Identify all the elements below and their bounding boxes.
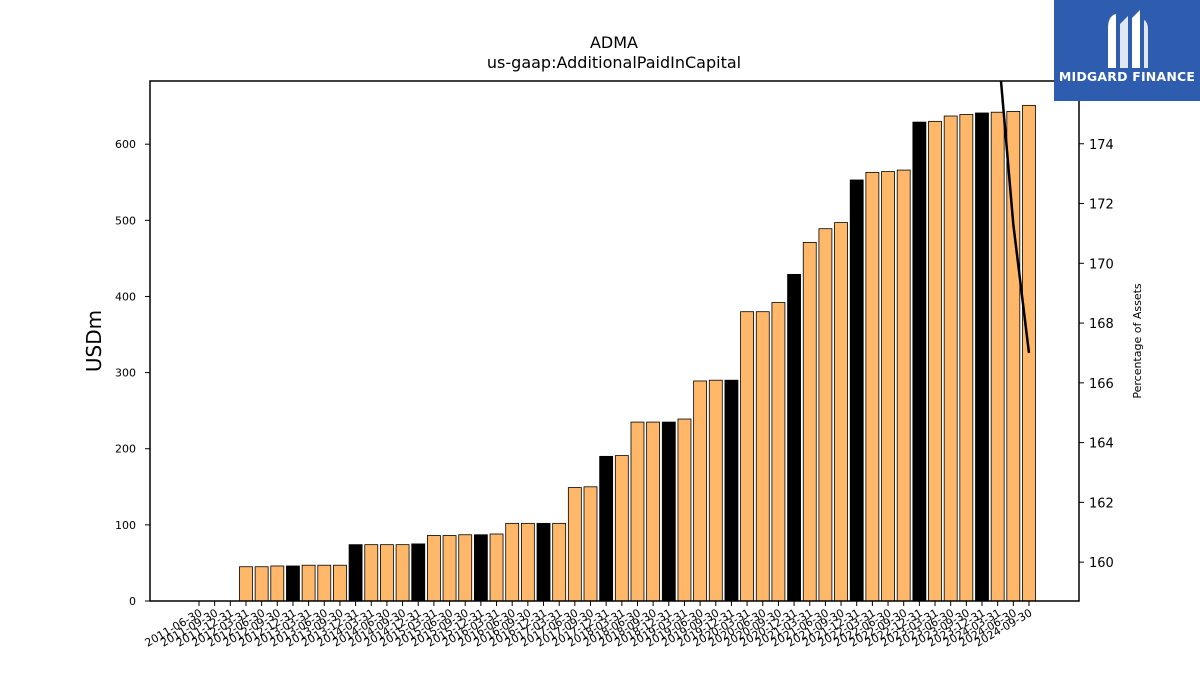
bar-2016-09-30 — [520, 522, 535, 602]
bar-2022-03-31 — [865, 171, 880, 602]
left-tick-label: 400 — [115, 290, 136, 303]
left-tick-label: 600 — [115, 138, 136, 151]
right-tick-label: 162 — [1089, 496, 1114, 511]
bar-2015-09-30 — [458, 534, 473, 602]
bar-2024-03-31 — [990, 111, 1005, 602]
bar-2020-03-31 — [740, 311, 754, 602]
bar-2020-06-30 — [755, 311, 770, 602]
bar-2013-12-31 — [348, 544, 363, 602]
bar-2014-06-30 — [380, 544, 394, 602]
bar-2021-03-31 — [802, 242, 817, 602]
bar-2022-09-30 — [896, 169, 911, 602]
bar-2019-12-31 — [724, 379, 739, 602]
bar-2015-03-31 — [426, 535, 441, 602]
bar-2019-09-30 — [708, 379, 723, 602]
left-tick-label: 100 — [115, 519, 136, 532]
bar-2014-03-31 — [364, 544, 379, 602]
bar-2017-12-31 — [599, 455, 614, 602]
bar-2016-03-31 — [489, 533, 504, 602]
bar-2023-06-30 — [943, 115, 958, 602]
bar-2018-03-31 — [614, 455, 629, 602]
chart-subtitle: us-gaap:AdditionalPaidInCapital — [487, 53, 741, 72]
bar-2013-06-30 — [317, 564, 332, 602]
x-axis: 2011-06-302011-09-302011-12-312012-03-31… — [143, 601, 1034, 650]
left-tick-label: 500 — [115, 214, 136, 227]
right-tick-label: 174 — [1089, 138, 1114, 153]
right-tick-label: 160 — [1089, 556, 1114, 571]
bar-2023-03-31 — [928, 120, 942, 602]
right-tick-label: 170 — [1089, 257, 1114, 272]
y-axis-label: USDm — [82, 310, 106, 372]
bar-2019-03-31 — [677, 418, 692, 602]
bar-2020-09-30 — [771, 302, 786, 602]
percentage-of-assets-line — [999, 81, 1031, 354]
right-tick-label: 168 — [1089, 317, 1114, 332]
bar-2017-06-30 — [567, 487, 582, 602]
right-tick-label: 164 — [1089, 437, 1114, 452]
bar-2016-06-30 — [505, 522, 520, 602]
bar-2014-09-30 — [395, 544, 410, 602]
left-y-axis: 0 100 200 300 400 500 600 — [115, 138, 150, 608]
bar-2021-09-30 — [834, 222, 848, 602]
chart-title: ADMA — [590, 33, 638, 52]
bars-layer — [239, 104, 1036, 602]
bar-2021-06-30 — [818, 228, 833, 602]
right-tick-label: 172 — [1089, 198, 1114, 213]
logo-text: MIDGARD FINANCE — [1058, 69, 1196, 84]
logo-mark-icon — [1108, 10, 1148, 68]
line-layer — [999, 81, 1031, 354]
bar-2014-12-31 — [411, 543, 426, 602]
bar-2013-09-30 — [333, 564, 347, 602]
bar-2024-09-30 — [1022, 104, 1036, 602]
bar-2013-03-31 — [301, 564, 316, 602]
bar-2012-12-31 — [286, 565, 300, 602]
bar-2022-06-30 — [881, 171, 895, 602]
bar-2012-03-31 — [239, 566, 253, 602]
bar-2015-12-31 — [473, 534, 488, 602]
bar-2021-12-31 — [849, 179, 864, 602]
bar-2015-06-30 — [442, 535, 457, 602]
left-tick-label: 300 — [115, 367, 136, 380]
left-tick-label: 200 — [115, 443, 136, 456]
y-axis-right-label: Percentage of Assets — [1131, 283, 1144, 399]
plot-frame — [149, 80, 1080, 602]
left-tick-label: 0 — [129, 595, 136, 608]
bar-2018-12-31 — [661, 421, 676, 602]
bar-2017-03-31 — [552, 522, 567, 602]
bar-2017-09-30 — [583, 486, 598, 602]
midgard-finance-logo: MIDGARD FINANCE — [1054, 0, 1200, 101]
bar-2012-06-30 — [254, 566, 269, 602]
bar-2023-12-31 — [975, 112, 989, 602]
bar-2022-12-31 — [912, 121, 927, 602]
bar-2018-09-30 — [646, 421, 661, 602]
bar-2018-06-30 — [630, 421, 645, 602]
bar-2012-09-30 — [270, 565, 285, 602]
right-tick-label: 166 — [1089, 377, 1114, 392]
bar-2019-06-30 — [693, 380, 708, 602]
right-y-axis: 160 162 164 166 168 170 172 174 — [1079, 138, 1114, 571]
bar-2016-12-31 — [536, 522, 551, 602]
bar-2020-12-31 — [787, 273, 801, 602]
bar-2023-09-30 — [959, 114, 974, 602]
